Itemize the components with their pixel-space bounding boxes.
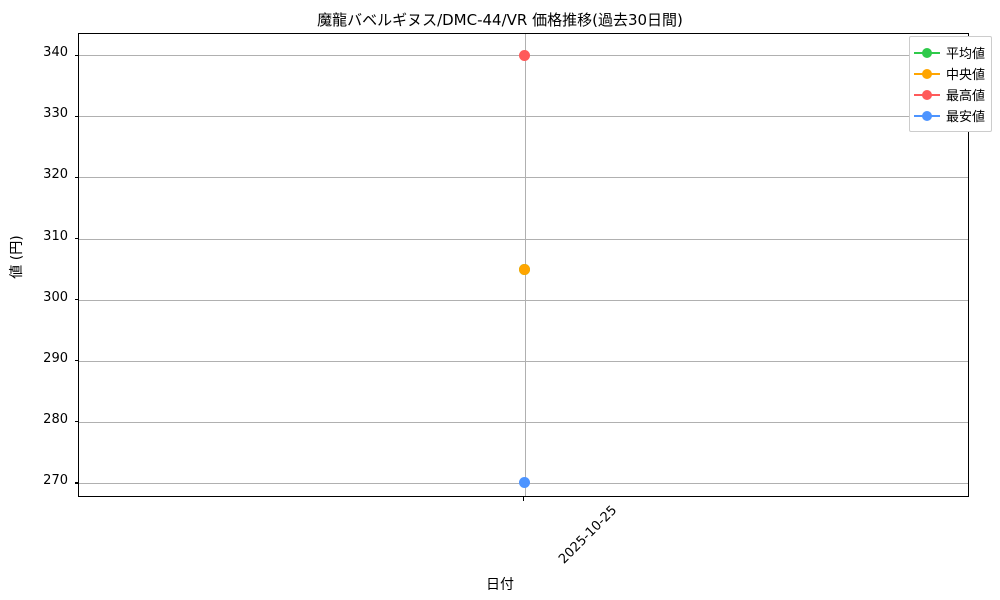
legend-item[interactable]: 最高値 xyxy=(914,84,985,105)
x-tick-mark xyxy=(523,497,525,501)
y-gridline xyxy=(79,177,968,179)
y-gridline xyxy=(79,421,968,423)
y-tick-label: 310 xyxy=(43,228,68,244)
x-tick-label: 2025-10-25 xyxy=(555,503,620,568)
plot-area xyxy=(75,33,969,497)
legend-marker-icon xyxy=(914,110,940,122)
y-tick-label: 300 xyxy=(43,289,68,305)
data-point xyxy=(519,49,530,61)
legend-item[interactable]: 中央値 xyxy=(914,63,985,84)
y-gridline xyxy=(79,238,968,240)
y-gridline xyxy=(79,299,968,301)
data-point xyxy=(519,477,530,489)
x-axis-label: 日付 xyxy=(486,577,514,593)
legend-item[interactable]: 平均値 xyxy=(914,42,985,63)
x-axis-tick-marks xyxy=(78,497,969,503)
chart-legend: 平均値中央値最高値最安値 xyxy=(909,36,993,132)
y-tick-label: 290 xyxy=(43,350,68,366)
legend-label: 中央値 xyxy=(946,68,986,83)
legend-item[interactable]: 最安値 xyxy=(914,105,985,126)
y-gridline xyxy=(79,116,968,118)
chart-title: 魔龍バベルギヌス/DMC-44/VR 価格推移(過去30日間) xyxy=(317,11,683,29)
y-tick-mark xyxy=(75,54,79,57)
y-tick-mark xyxy=(75,482,79,484)
y-gridline xyxy=(79,360,968,362)
y-tick-mark xyxy=(75,299,79,301)
legend-label: 最高値 xyxy=(946,89,986,104)
legend-label: 平均値 xyxy=(946,47,986,62)
y-tick-mark xyxy=(75,176,79,179)
legend-marker-icon xyxy=(914,68,940,80)
y-tick-label: 330 xyxy=(43,106,68,122)
y-tick-label: 280 xyxy=(43,411,68,427)
y-tick-label: 270 xyxy=(43,472,68,488)
legend-marker-icon xyxy=(914,47,940,59)
y-tick-label: 340 xyxy=(43,45,68,61)
y-tick-mark xyxy=(75,360,79,362)
y-tick-mark xyxy=(75,115,79,118)
legend-marker-icon xyxy=(914,89,940,101)
y-tick-mark xyxy=(75,238,79,240)
y-tick-mark xyxy=(75,421,79,423)
data-points-layer xyxy=(79,34,968,496)
y-axis-tick-labels: 340 330 320 310 300 290 280 270 xyxy=(0,33,68,497)
y-axis-label: 値 (円) xyxy=(9,235,25,279)
y-tick-label: 320 xyxy=(43,167,68,183)
legend-label: 最安値 xyxy=(946,110,986,125)
data-point xyxy=(519,263,530,275)
